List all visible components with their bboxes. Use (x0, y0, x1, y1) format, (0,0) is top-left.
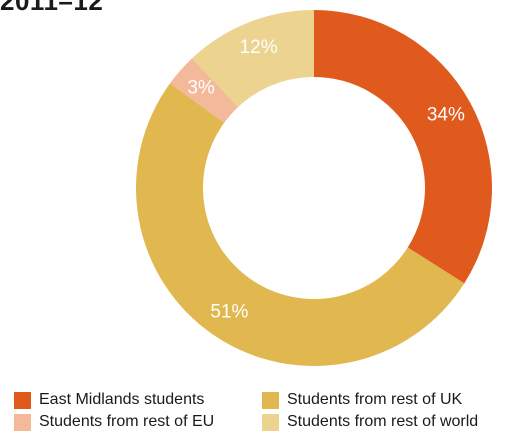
slice-label-students-from-rest-of-eu: 3% (187, 77, 215, 98)
legend-item-students-from-rest-of-uk: Students from rest of UK (262, 390, 462, 410)
legend-swatch (262, 391, 279, 409)
slice-label-east-midlands-students: 34% (427, 105, 465, 126)
legend-swatch (262, 413, 279, 431)
slice-east-midlands-students (314, 10, 492, 284)
slice-students-from-rest-of-world (192, 10, 314, 108)
legend-label: Students from rest of world (287, 413, 479, 430)
legend-swatch (14, 413, 31, 431)
chart-title: 2011–12 (0, 0, 104, 16)
slice-students-from-rest-of-uk (135, 83, 465, 367)
legend-item-students-from-rest-of-world: Students from rest of world (262, 412, 478, 432)
slice-students-from-rest-of-eu (169, 58, 239, 123)
legend-label: Students from rest of UK (287, 391, 463, 408)
legend-label: Students from rest of EU (39, 413, 215, 430)
slice-label-students-from-rest-of-world: 12% (240, 37, 278, 58)
slice-label-students-from-rest-of-uk: 51% (210, 301, 248, 322)
donut-chart: 34% 51% 3% 12% (135, 10, 492, 367)
legend-label: East Midlands students (39, 391, 205, 408)
legend-item-east-midlands-students: East Midlands students (14, 390, 204, 410)
legend-item-students-from-rest-of-eu: Students from rest of EU (14, 412, 214, 432)
legend-swatch (14, 391, 31, 409)
